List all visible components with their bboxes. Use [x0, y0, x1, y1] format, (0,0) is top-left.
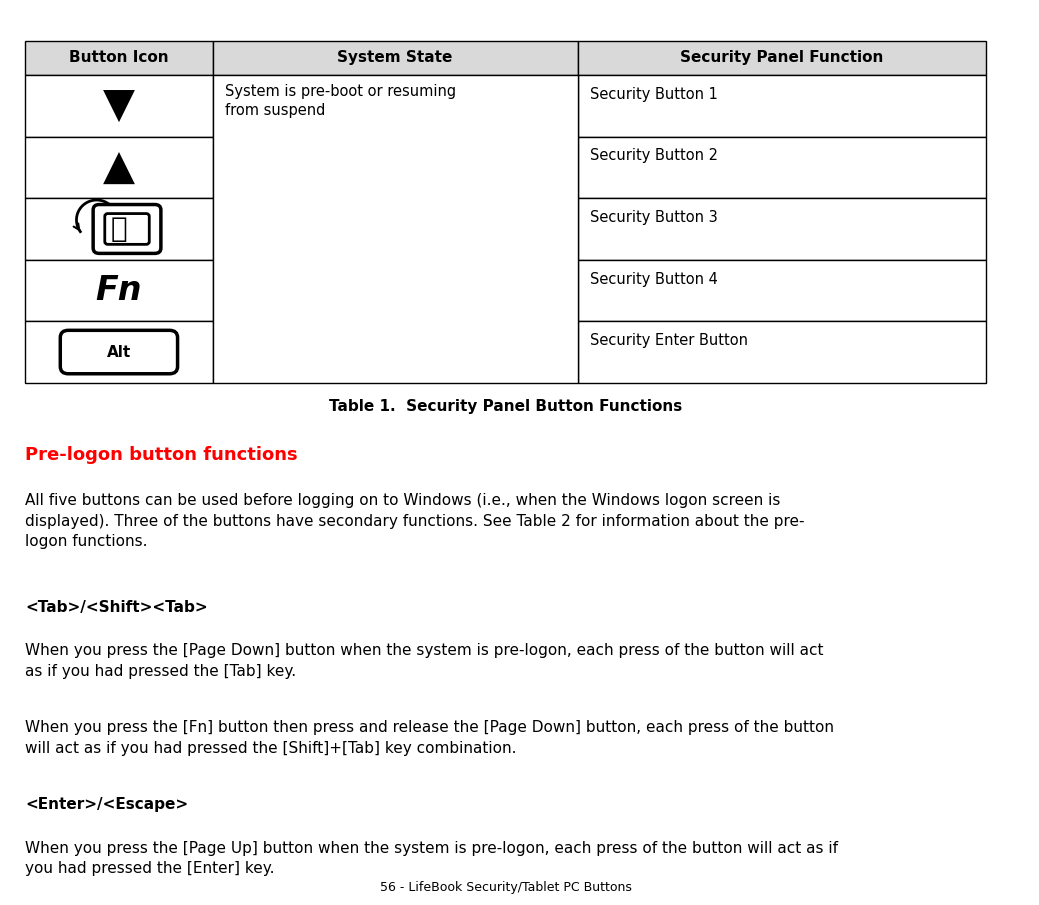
FancyBboxPatch shape — [578, 137, 986, 198]
FancyBboxPatch shape — [60, 330, 178, 374]
FancyBboxPatch shape — [213, 41, 578, 75]
FancyBboxPatch shape — [25, 137, 213, 198]
Text: System State: System State — [338, 51, 453, 65]
Text: When you press the [Page Up] button when the system is pre-logon, each press of : When you press the [Page Up] button when… — [25, 841, 838, 876]
Text: Button Icon: Button Icon — [70, 51, 168, 65]
FancyBboxPatch shape — [578, 260, 986, 321]
FancyBboxPatch shape — [213, 75, 578, 383]
Text: ▲: ▲ — [103, 147, 135, 188]
Text: ▼: ▼ — [103, 85, 135, 127]
Text: Security Button 3: Security Button 3 — [590, 210, 718, 225]
Text: 56 - LifeBook Security/Tablet PC Buttons: 56 - LifeBook Security/Tablet PC Buttons — [379, 881, 632, 894]
Text: 🔒: 🔒 — [110, 215, 127, 243]
Text: Fn: Fn — [96, 274, 142, 307]
FancyBboxPatch shape — [25, 75, 213, 137]
Text: When you press the [Page Down] button when the system is pre-logon, each press o: When you press the [Page Down] button wh… — [25, 643, 824, 679]
FancyBboxPatch shape — [25, 41, 213, 75]
Text: <Tab>/<Shift><Tab>: <Tab>/<Shift><Tab> — [25, 600, 208, 615]
FancyBboxPatch shape — [578, 198, 986, 260]
FancyBboxPatch shape — [25, 198, 213, 260]
FancyBboxPatch shape — [578, 75, 986, 137]
Text: Security Button 2: Security Button 2 — [590, 148, 718, 164]
Text: Table 1.  Security Panel Button Functions: Table 1. Security Panel Button Functions — [329, 399, 683, 414]
Text: Security Enter Button: Security Enter Button — [590, 333, 748, 348]
Text: Security Button 4: Security Button 4 — [590, 272, 718, 287]
FancyBboxPatch shape — [105, 214, 150, 244]
FancyBboxPatch shape — [578, 41, 986, 75]
FancyBboxPatch shape — [25, 321, 213, 383]
Text: All five buttons can be used before logging on to Windows (i.e., when the Window: All five buttons can be used before logg… — [25, 493, 805, 549]
FancyBboxPatch shape — [578, 321, 986, 383]
FancyBboxPatch shape — [94, 205, 161, 253]
FancyBboxPatch shape — [25, 260, 213, 321]
Text: When you press the [Fn] button then press and release the [Page Down] button, ea: When you press the [Fn] button then pres… — [25, 720, 834, 756]
Text: Security Panel Function: Security Panel Function — [680, 51, 883, 65]
Text: Pre-logon button functions: Pre-logon button functions — [25, 446, 298, 464]
Text: <Enter>/<Escape>: <Enter>/<Escape> — [25, 797, 188, 813]
Text: System is pre-boot or resuming
from suspend: System is pre-boot or resuming from susp… — [224, 84, 456, 118]
Text: Security Button 1: Security Button 1 — [590, 87, 718, 102]
Text: Alt: Alt — [107, 345, 131, 359]
